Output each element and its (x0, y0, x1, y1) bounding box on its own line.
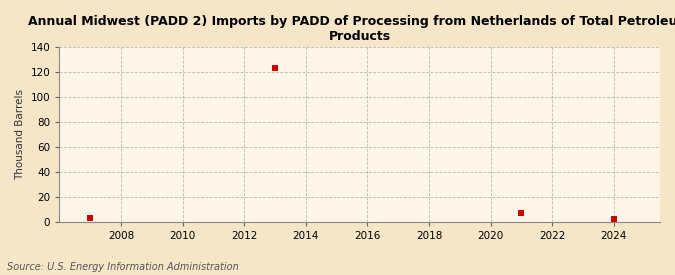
Title: Annual Midwest (PADD 2) Imports by PADD of Processing from Netherlands of Total : Annual Midwest (PADD 2) Imports by PADD … (28, 15, 675, 43)
Text: Source: U.S. Energy Information Administration: Source: U.S. Energy Information Administ… (7, 262, 238, 272)
Y-axis label: Thousand Barrels: Thousand Barrels (15, 89, 25, 180)
